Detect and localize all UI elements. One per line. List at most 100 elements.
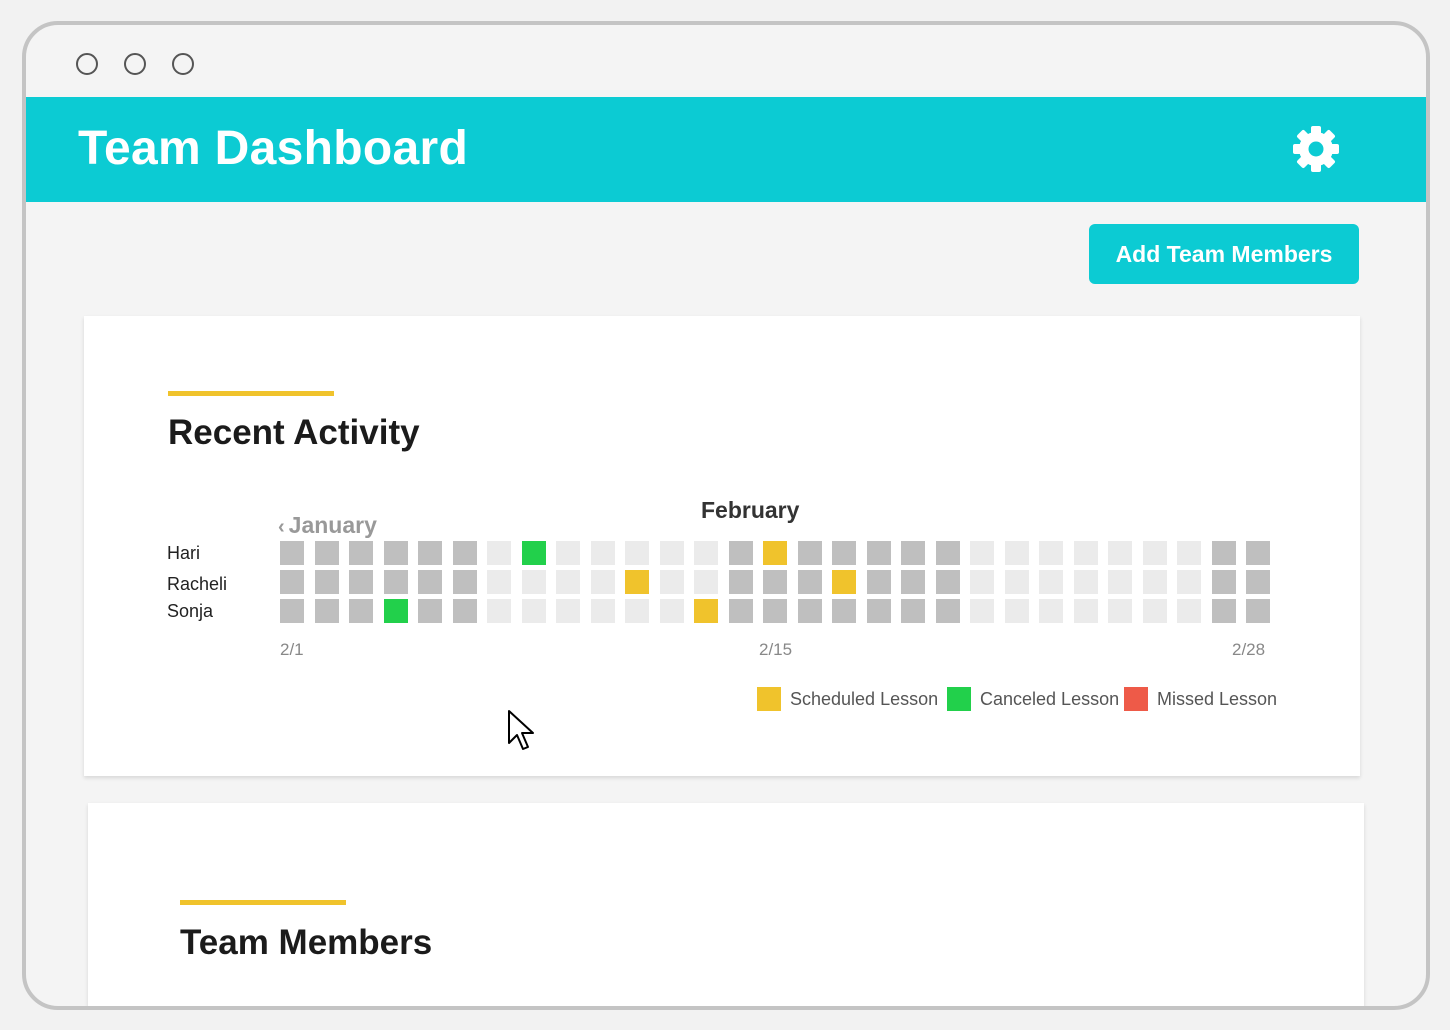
activity-cell[interactable] bbox=[797, 570, 822, 594]
activity-cell[interactable] bbox=[625, 541, 649, 565]
activity-cell[interactable] bbox=[901, 570, 925, 594]
activity-cell[interactable] bbox=[314, 570, 339, 594]
activity-cell[interactable] bbox=[797, 599, 822, 623]
activity-cell[interactable] bbox=[1246, 570, 1270, 594]
activity-cell[interactable] bbox=[935, 541, 960, 565]
activity-cell[interactable] bbox=[383, 599, 408, 623]
gear-icon[interactable] bbox=[1292, 125, 1340, 173]
activity-cell[interactable] bbox=[625, 599, 649, 623]
activity-cell[interactable] bbox=[1108, 570, 1132, 594]
activity-cell[interactable] bbox=[452, 599, 477, 623]
activity-cell[interactable] bbox=[383, 541, 408, 565]
activity-cell[interactable] bbox=[590, 599, 615, 623]
activity-cell[interactable] bbox=[487, 570, 511, 594]
current-month-label: February bbox=[701, 497, 800, 523]
activity-cell[interactable] bbox=[418, 541, 442, 565]
activity-cell[interactable] bbox=[1211, 541, 1236, 565]
activity-cell[interactable] bbox=[1039, 570, 1063, 594]
activity-cell[interactable] bbox=[1004, 599, 1029, 623]
activity-cell[interactable] bbox=[763, 541, 787, 565]
activity-cell[interactable] bbox=[728, 541, 753, 565]
activity-cell[interactable] bbox=[935, 599, 960, 623]
activity-cell[interactable] bbox=[832, 599, 856, 623]
activity-cell[interactable] bbox=[866, 599, 891, 623]
activity-cell[interactable] bbox=[1211, 599, 1236, 623]
date-tick-label: 2/28 bbox=[1232, 640, 1266, 659]
activity-cell[interactable] bbox=[521, 570, 546, 594]
activity-cell[interactable] bbox=[487, 599, 511, 623]
window-maximize-button[interactable] bbox=[172, 53, 194, 75]
activity-cell[interactable] bbox=[383, 570, 408, 594]
activity-cell[interactable] bbox=[280, 599, 304, 623]
activity-cell[interactable] bbox=[832, 570, 856, 594]
activity-cell[interactable] bbox=[487, 541, 511, 565]
activity-cell[interactable] bbox=[694, 599, 718, 623]
activity-cell[interactable] bbox=[1177, 599, 1201, 623]
activity-cell[interactable] bbox=[694, 541, 718, 565]
activity-cell[interactable] bbox=[1177, 541, 1201, 565]
team-members-card: Team Members bbox=[88, 803, 1364, 1006]
activity-cell[interactable] bbox=[1039, 541, 1063, 565]
activity-cell[interactable] bbox=[314, 541, 339, 565]
activity-cell[interactable] bbox=[659, 599, 684, 623]
activity-cell[interactable] bbox=[728, 570, 753, 594]
activity-cell[interactable] bbox=[521, 599, 546, 623]
activity-cell[interactable] bbox=[1108, 541, 1132, 565]
activity-cell[interactable] bbox=[728, 599, 753, 623]
activity-cell[interactable] bbox=[694, 570, 718, 594]
activity-cell[interactable] bbox=[1108, 599, 1132, 623]
activity-cell[interactable] bbox=[1004, 570, 1029, 594]
activity-cell[interactable] bbox=[1039, 599, 1063, 623]
activity-cell[interactable] bbox=[556, 599, 580, 623]
activity-cell[interactable] bbox=[1004, 541, 1029, 565]
activity-cell[interactable] bbox=[1073, 570, 1098, 594]
activity-cell[interactable] bbox=[659, 541, 684, 565]
app-header: Team Dashboard bbox=[26, 97, 1426, 202]
activity-cell[interactable] bbox=[349, 570, 373, 594]
activity-cell[interactable] bbox=[1142, 599, 1167, 623]
activity-cell[interactable] bbox=[418, 570, 442, 594]
activity-cell[interactable] bbox=[280, 570, 304, 594]
activity-cell[interactable] bbox=[866, 570, 891, 594]
activity-cell[interactable] bbox=[1073, 541, 1098, 565]
activity-cell[interactable] bbox=[1073, 599, 1098, 623]
activity-cell[interactable] bbox=[314, 599, 339, 623]
activity-cell[interactable] bbox=[452, 570, 477, 594]
add-team-members-button[interactable]: Add Team Members bbox=[1089, 224, 1359, 284]
activity-cell[interactable] bbox=[901, 541, 925, 565]
activity-cell[interactable] bbox=[763, 599, 787, 623]
activity-cell[interactable] bbox=[1177, 570, 1201, 594]
activity-cell[interactable] bbox=[832, 541, 856, 565]
activity-cell[interactable] bbox=[935, 570, 960, 594]
activity-cell[interactable] bbox=[901, 599, 925, 623]
activity-cell[interactable] bbox=[418, 599, 442, 623]
activity-cell[interactable] bbox=[1211, 570, 1236, 594]
mouse-pointer-icon bbox=[508, 710, 534, 750]
activity-cell[interactable] bbox=[452, 541, 477, 565]
date-tick-label: 2/1 bbox=[280, 640, 304, 659]
activity-cell[interactable] bbox=[556, 570, 580, 594]
activity-cell[interactable] bbox=[349, 541, 373, 565]
activity-cell[interactable] bbox=[625, 570, 649, 594]
activity-cell[interactable] bbox=[556, 541, 580, 565]
activity-cell[interactable] bbox=[349, 599, 373, 623]
activity-cell[interactable] bbox=[521, 541, 546, 565]
window-close-button[interactable] bbox=[76, 53, 98, 75]
activity-cell[interactable] bbox=[1246, 599, 1270, 623]
activity-cell[interactable] bbox=[1142, 570, 1167, 594]
date-tick-label: 2/15 bbox=[759, 640, 793, 659]
activity-cell[interactable] bbox=[866, 541, 891, 565]
activity-cell[interactable] bbox=[1246, 541, 1270, 565]
activity-cell[interactable] bbox=[970, 541, 994, 565]
activity-cell[interactable] bbox=[659, 570, 684, 594]
activity-cell[interactable] bbox=[590, 541, 615, 565]
activity-cell[interactable] bbox=[797, 541, 822, 565]
activity-cell[interactable] bbox=[1142, 541, 1167, 565]
activity-cell[interactable] bbox=[763, 570, 787, 594]
activity-cell[interactable] bbox=[280, 541, 304, 565]
activity-cell[interactable] bbox=[970, 599, 994, 623]
activity-cell[interactable] bbox=[590, 570, 615, 594]
window-minimize-button[interactable] bbox=[124, 53, 146, 75]
prev-month-button[interactable]: ‹ January bbox=[278, 512, 377, 539]
activity-cell[interactable] bbox=[970, 570, 994, 594]
